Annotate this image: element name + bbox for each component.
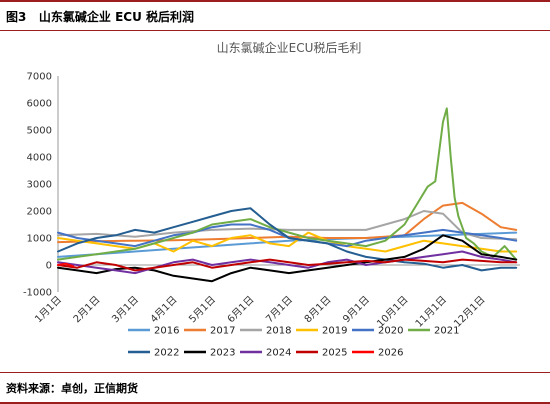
x-tick-label: 2月1日 (71, 294, 103, 326)
figure-label: 图3 (6, 10, 27, 24)
series-line-2023 (57, 234, 518, 283)
series-line-2024 (57, 250, 518, 275)
x-tick-label: 5月1日 (186, 294, 218, 326)
legend-label-2024: 2024 (266, 348, 291, 359)
y-tick-label: 3000 (27, 180, 52, 191)
y-tick-label: -1000 (23, 288, 52, 299)
legend-label-2017: 2017 (210, 326, 235, 337)
profit-line-chart: 山东氯碱企业ECU税后毛利 7000 6000 5000 4000 3000 2000 100… (23, 40, 520, 359)
x-tick-label: 9月1日 (340, 294, 372, 326)
series-line-2025 (57, 258, 518, 272)
footer-bottom-rule (0, 402, 550, 404)
source-note: 资料来源：卓创，正信期货 (6, 382, 138, 395)
series-line-2022 (57, 207, 518, 272)
series-line-2018 (57, 210, 518, 241)
header-rule (0, 30, 550, 31)
legend-label-2019: 2019 (322, 326, 347, 337)
x-tick-label: 8月1日 (302, 294, 334, 326)
legend-label-2021: 2021 (434, 326, 459, 337)
legend-label-2020: 2020 (378, 326, 403, 337)
legend-label-2025: 2025 (322, 348, 347, 359)
y-tick-label: 1000 (27, 234, 52, 245)
figure-header: 图3 山东氯碱企业 ECU 税后利润 (0, 0, 550, 31)
figure-title-text: 山东氯碱企业 ECU 税后利润 (38, 10, 195, 24)
y-tick-label: 4000 (27, 153, 52, 164)
series-line-2026 (57, 262, 75, 268)
legend-label-2026: 2026 (378, 348, 403, 359)
footer-rule (0, 372, 550, 373)
x-tick-label: 10月1日 (374, 294, 410, 330)
x-tick-label: 4月1日 (148, 294, 180, 326)
figure-title: 图3 山东氯碱企业 ECU 税后利润 (6, 8, 194, 25)
y-tick-label: 7000 (27, 72, 52, 83)
series-line-2021 (57, 107, 518, 261)
y-tick-label: 2000 (27, 207, 52, 218)
y-tick-label: 0 (46, 261, 52, 272)
x-tick-label: 11月1日 (413, 294, 449, 330)
x-tick-label: 7月1日 (263, 294, 295, 326)
x-tick-label: 3月1日 (109, 294, 141, 326)
chart-title: 山东氯碱企业ECU税后毛利 (217, 40, 362, 55)
y-tick-label: 6000 (27, 99, 52, 110)
x-tick-label: 12月1日 (451, 294, 487, 330)
legend-label-2023: 2023 (210, 348, 235, 359)
y-tick-label: 5000 (27, 126, 52, 137)
legend-label-2022: 2022 (154, 348, 179, 359)
x-tick-label: 6月1日 (225, 294, 257, 326)
legend-label-2018: 2018 (266, 326, 291, 337)
legend-label-2016: 2016 (154, 326, 179, 337)
